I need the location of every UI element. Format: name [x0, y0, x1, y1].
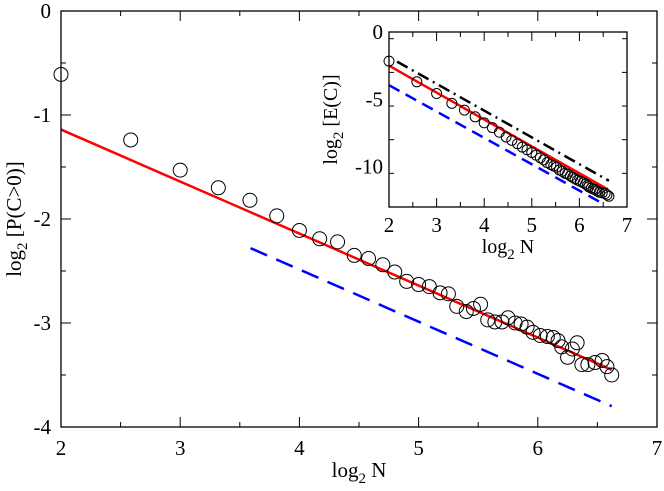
data-point — [387, 264, 403, 280]
data-point — [269, 208, 285, 224]
data-point — [599, 188, 611, 200]
y-tick-label: -2 — [34, 207, 52, 231]
y-tick-label: -5 — [366, 87, 384, 111]
data-point — [545, 330, 561, 346]
x-tick-label: 3 — [175, 436, 186, 460]
x-tick-label: 6 — [533, 436, 544, 460]
main-x-axis-title: log2 N — [332, 458, 387, 486]
x-tick-label: 7 — [652, 436, 663, 460]
data-point — [500, 131, 512, 143]
y-tick-label: -3 — [34, 311, 52, 335]
data-point — [480, 312, 496, 328]
data-point — [478, 117, 490, 129]
x-tick-label: 2 — [384, 213, 395, 237]
data-point — [506, 134, 518, 146]
data-point — [431, 88, 443, 100]
x-tick-label: 6 — [574, 213, 585, 237]
data-point — [519, 319, 535, 335]
x-tick-label: 4 — [294, 436, 305, 460]
data-point — [532, 327, 548, 343]
main-ticks — [61, 11, 657, 427]
main-series — [53, 66, 620, 408]
data-point — [569, 335, 585, 351]
y-tick-label: -4 — [34, 415, 52, 439]
data-point — [312, 231, 328, 247]
inset-x-axis-title: log2 N — [482, 236, 535, 263]
main-tick-labels: 2 3 4 5 6 7 0 -1 -2 -3 -4 — [34, 0, 663, 460]
data-point — [465, 300, 481, 316]
data-point — [440, 286, 456, 302]
data-point — [458, 104, 470, 116]
y-tick-label: 0 — [41, 0, 52, 23]
y-tick-label: -1 — [34, 103, 52, 127]
data-point — [449, 298, 465, 314]
data-point — [603, 190, 615, 202]
inset-plot: 2 3 4 5 6 7 0 -5 -10 log2 N log2 [E(C)] — [320, 20, 632, 263]
data-point — [473, 296, 489, 312]
data-point — [574, 357, 590, 373]
inset-tick-labels: 2 3 4 5 6 7 0 -5 -10 — [355, 20, 632, 237]
data-point — [123, 132, 139, 148]
data-point — [539, 329, 555, 345]
data-point — [399, 273, 415, 289]
data-point — [580, 357, 596, 373]
inset-y-axis-title: log2 [E(C)] — [320, 74, 347, 164]
data-point — [599, 359, 615, 375]
main-fit-line — [60, 128, 613, 371]
data-point — [560, 349, 576, 365]
data-point — [411, 76, 423, 88]
data-point — [601, 189, 613, 201]
x-tick-label: 4 — [479, 213, 490, 237]
main-y-axis-title: log2 [P(C>0)] — [2, 161, 31, 277]
x-tick-label: 3 — [431, 213, 442, 237]
x-tick-label: 5 — [413, 436, 424, 460]
data-point — [432, 285, 448, 301]
inset-upper-reference-line — [396, 60, 610, 182]
data-point — [172, 162, 188, 178]
data-point — [210, 180, 226, 196]
data-point — [591, 185, 603, 197]
inset-ticks — [389, 32, 627, 207]
data-point — [551, 161, 563, 173]
y-tick-label: 0 — [373, 20, 384, 44]
data-point — [242, 192, 258, 208]
data-point — [361, 251, 377, 267]
data-point — [556, 165, 568, 177]
data-point — [507, 315, 523, 331]
y-tick-label: -10 — [355, 155, 383, 179]
data-point — [291, 222, 307, 238]
data-point — [375, 257, 391, 273]
main-data-markers — [53, 66, 620, 383]
main-reference-line — [250, 246, 613, 408]
data-point — [587, 355, 603, 371]
inset-lower-reference-line — [388, 84, 605, 206]
data-point — [411, 277, 427, 293]
x-tick-label: 2 — [56, 436, 67, 460]
x-tick-label: 7 — [622, 213, 633, 237]
data-point — [346, 247, 362, 263]
data-point — [446, 97, 458, 109]
data-point — [330, 234, 346, 250]
data-point — [525, 324, 541, 340]
data-point — [469, 111, 481, 123]
data-point — [458, 304, 474, 320]
x-tick-label: 5 — [527, 213, 538, 237]
data-point — [604, 367, 620, 383]
